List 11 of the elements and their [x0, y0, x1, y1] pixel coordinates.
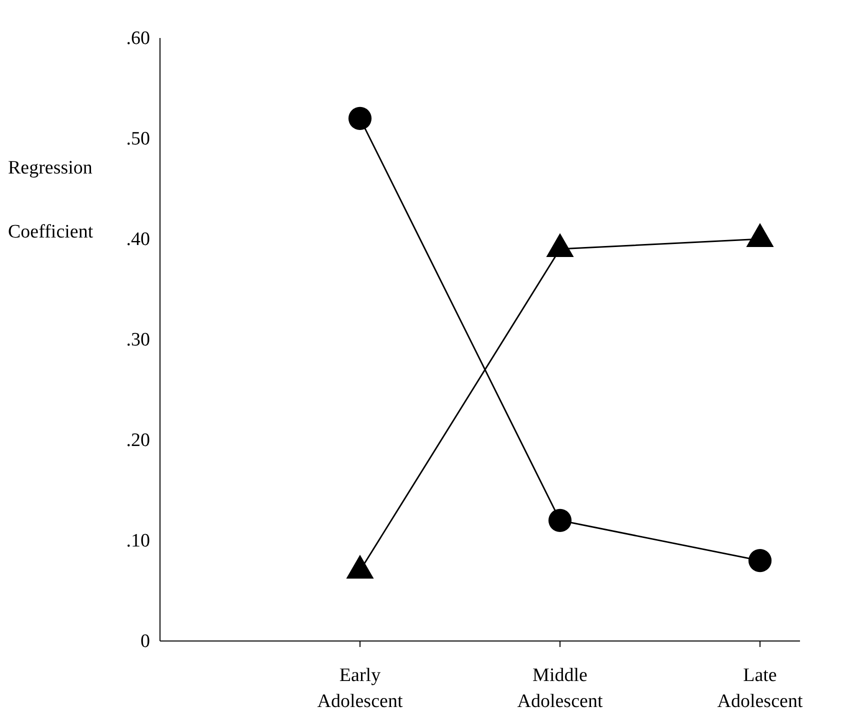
y-tick-label: .20	[126, 430, 150, 452]
y-tick-label: .60	[126, 28, 150, 50]
x-tick-label: Middle Adolescent	[517, 665, 604, 712]
x-tick-label: Late Adolescent	[717, 665, 804, 712]
y-tick-label: .30	[126, 330, 150, 351]
y-tick-label: 0	[140, 631, 150, 652]
y-tick-label: .40	[126, 229, 150, 250]
y-tick-label: .10	[126, 530, 150, 552]
text: Regression Coefficient	[8, 158, 94, 243]
x-tick-label: Early Adolescent	[317, 665, 404, 712]
y-tick-label: .50	[126, 128, 150, 150]
